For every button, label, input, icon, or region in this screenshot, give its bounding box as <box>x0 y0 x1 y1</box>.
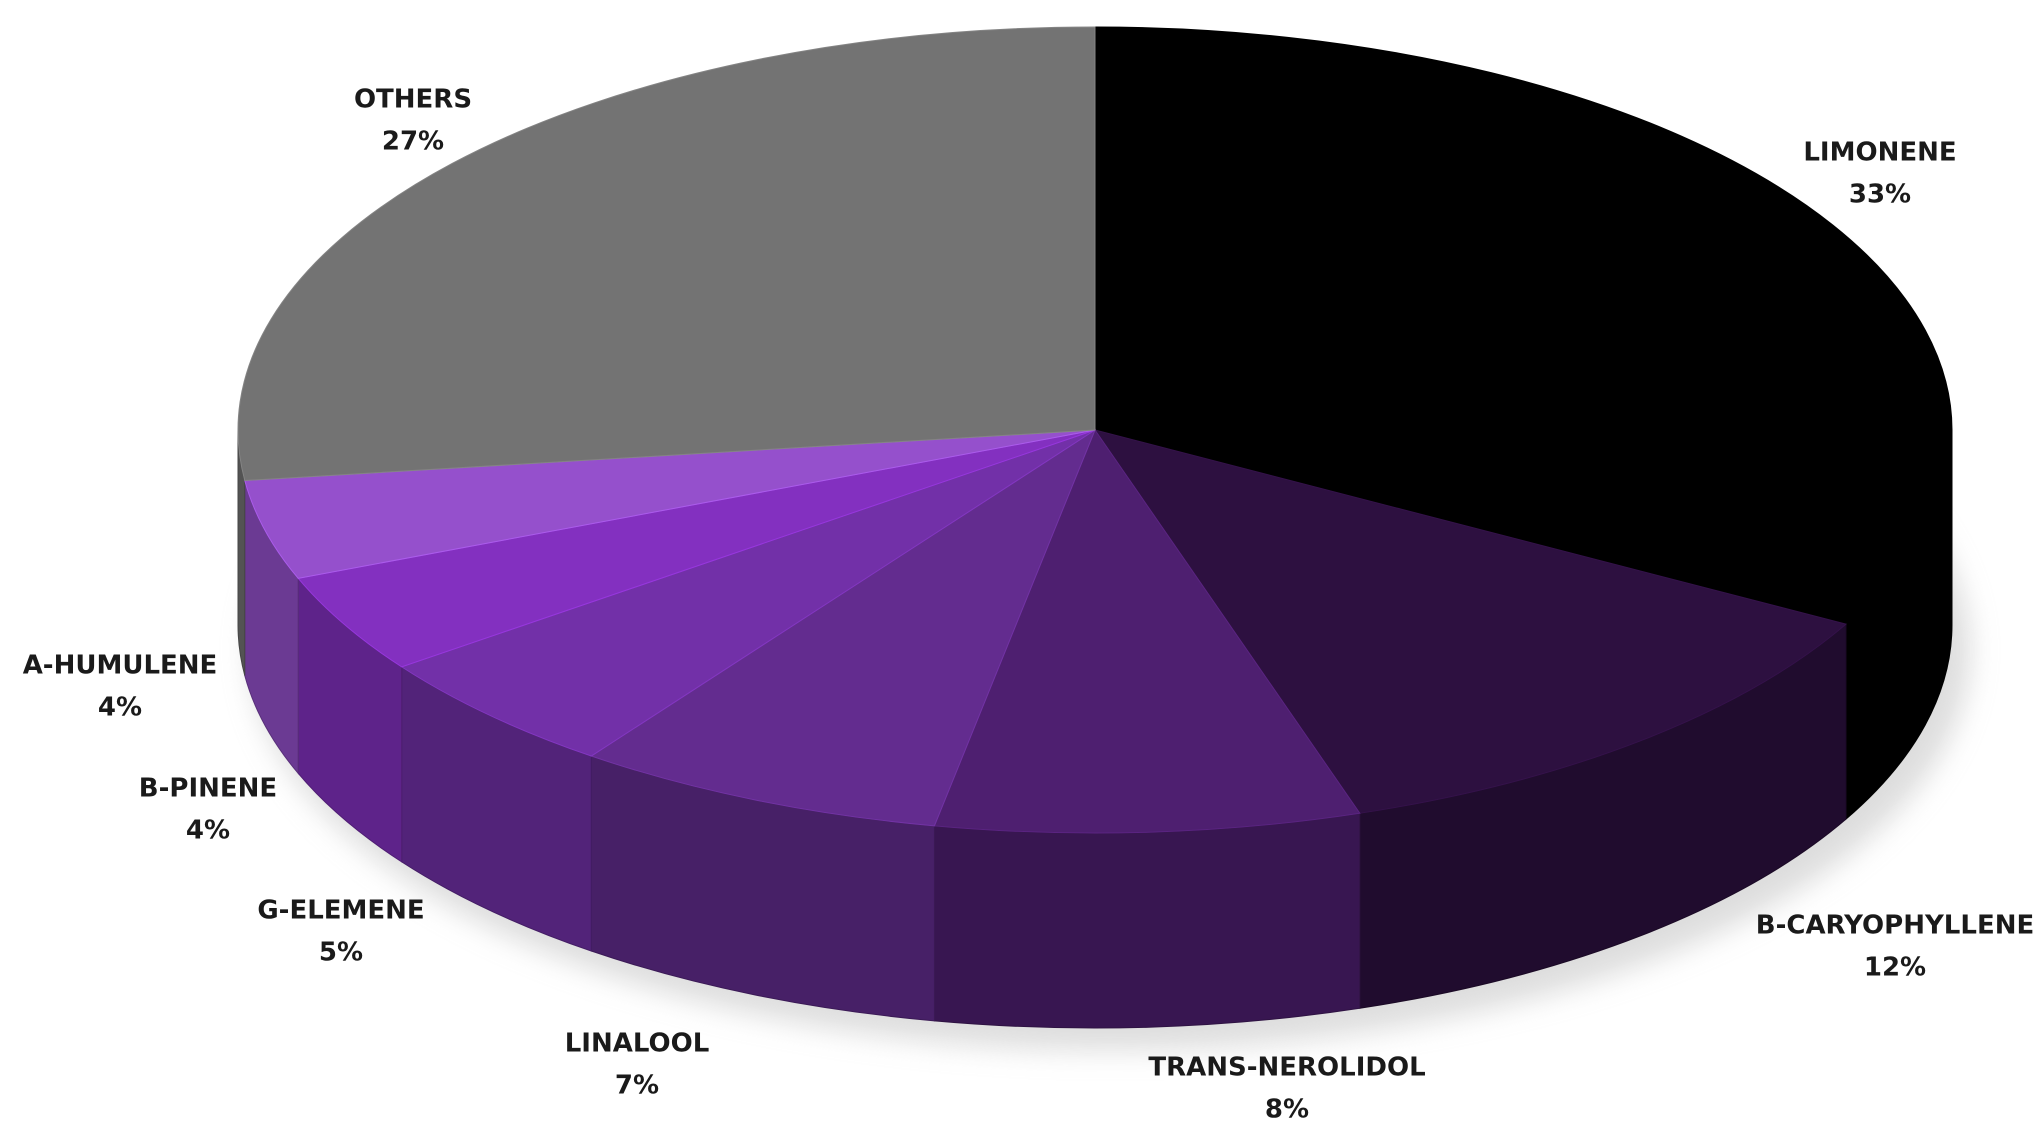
slice <box>244 429 1096 579</box>
slice-label: LIMONENE <box>1803 138 1956 168</box>
slice-value-label: 33% <box>1849 180 1911 210</box>
slice <box>1093 429 1848 814</box>
slice-value-label: 7% <box>615 1071 659 1101</box>
slice-value-label: 4% <box>98 693 142 723</box>
slice <box>237 26 1096 482</box>
slice-side <box>933 812 1361 1029</box>
slice-value-label: 5% <box>319 938 363 968</box>
slice <box>1094 26 1953 625</box>
slice-value-label: 4% <box>186 816 230 846</box>
slice-label: OTHERS <box>354 85 472 115</box>
slice-value-label: 27% <box>382 127 444 157</box>
slice <box>933 428 1361 834</box>
slice-label: B-PINENE <box>139 774 277 804</box>
slice-label: B-CARYOPHYLLENE <box>1756 911 2034 941</box>
slice <box>590 428 1097 827</box>
slice-label: A-HUMULENE <box>23 651 218 681</box>
slice-label: LINALOOL <box>565 1029 710 1059</box>
slice <box>400 429 1096 757</box>
slice-label: G-ELEMENE <box>257 896 424 926</box>
slice-label: TRANS-NEROLIDOL <box>1148 1053 1425 1083</box>
slice-value-label: 12% <box>1864 953 1926 983</box>
slice <box>297 429 1096 668</box>
slice-value-label: 8% <box>1265 1095 1309 1121</box>
